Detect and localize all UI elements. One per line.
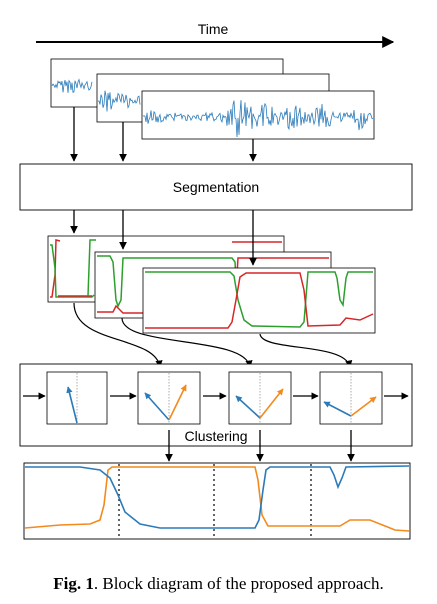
- arrows-to-output: [165, 430, 355, 462]
- clustering-label: Clustering: [184, 428, 247, 444]
- cluster-panel-1: [46, 371, 108, 425]
- clustering-block: Clustering: [19, 363, 413, 447]
- caption-label: Fig. 1: [53, 574, 94, 593]
- segment-3-red: [145, 272, 374, 329]
- segment-frame-3: [142, 267, 376, 334]
- output-plot: [23, 462, 411, 540]
- segment-plots: [47, 235, 376, 334]
- curved-arrows-to-clustering: [73, 302, 353, 368]
- time-label: Time: [198, 21, 229, 37]
- output-orange-curve: [24, 466, 410, 532]
- segment-3-green: [145, 271, 373, 328]
- figure-caption: Fig. 1. Block diagram of the proposed ap…: [0, 574, 437, 594]
- segmentation-block: Segmentation: [19, 163, 413, 211]
- waveform-frame-3: [141, 90, 375, 140]
- cluster-panel-4: [319, 371, 383, 425]
- arrows-to-segmentation: [70, 107, 257, 162]
- waveform-2: [97, 90, 141, 112]
- time-axis: Time: [36, 21, 395, 48]
- output-blue-curve: [25, 465, 410, 529]
- caption-text: . Block diagram of the proposed approach…: [93, 574, 384, 593]
- cluster-panel-3: [228, 371, 292, 425]
- waveform-frames: [50, 58, 375, 140]
- waveform-3: [142, 100, 374, 138]
- waveform-1: [51, 78, 93, 94]
- segmentation-label: Segmentation: [173, 179, 259, 195]
- cluster-panel-2: [137, 371, 201, 425]
- arrows-through-segments: [70, 210, 257, 266]
